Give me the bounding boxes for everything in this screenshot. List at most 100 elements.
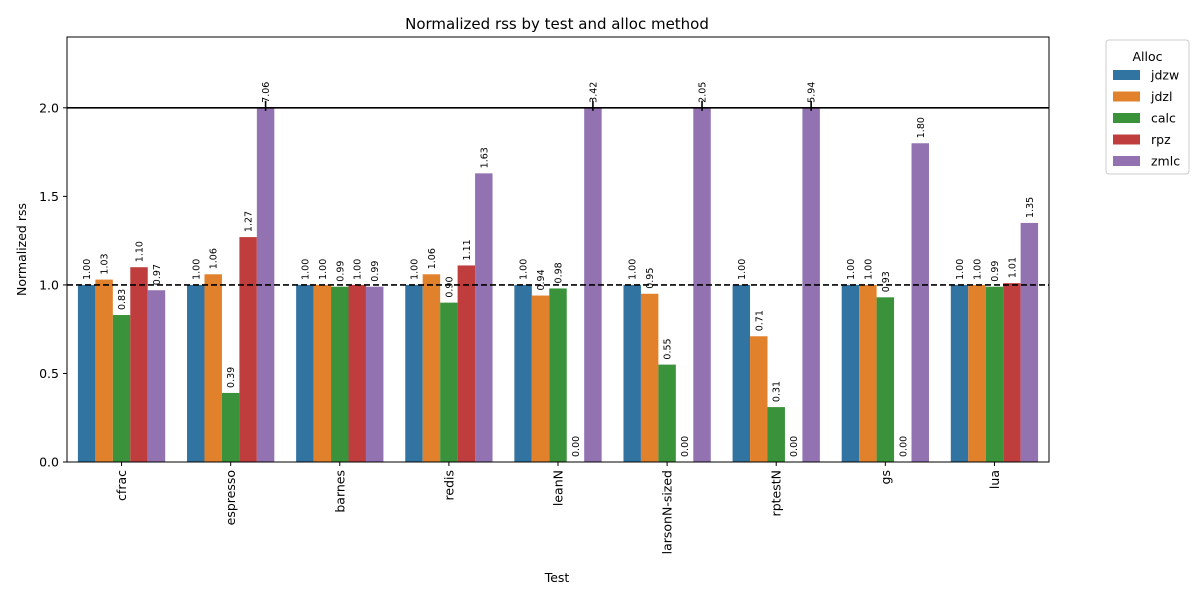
x-tick-label-redis: redis	[441, 470, 456, 500]
value-label-zmlc-leanN: 3.42	[588, 82, 599, 103]
value-label-calc-barnes: 0.99	[335, 261, 346, 282]
value-label-zmlc-rptestN: 5.94	[807, 82, 818, 103]
bar-jdzl-cfrac	[95, 279, 113, 462]
value-label-rpz-lua: 1.01	[1007, 257, 1018, 278]
value-label-calc-cfrac: 0.83	[117, 289, 128, 310]
bar-calc-rptestN	[767, 407, 785, 462]
value-label-jdzl-cfrac: 1.03	[100, 253, 111, 274]
legend-title: Alloc	[1132, 49, 1162, 64]
legend-label-jdzl: jdzl	[1150, 89, 1172, 104]
x-tick-label-cfrac: cfrac	[114, 470, 129, 501]
value-label-zmlc-gs: 1.80	[916, 117, 927, 138]
bar-rpz-redis	[457, 265, 476, 462]
bar-zmlc-lua	[1020, 222, 1039, 462]
value-label-zmlc-barnes: 0.99	[370, 261, 381, 282]
value-label-jdzw-lua: 1.00	[955, 259, 966, 280]
bar-jdzw-larsonN-sized	[623, 284, 641, 462]
y-tick-label: 0.0	[39, 455, 59, 470]
legend-label-zmlc: zmlc	[1151, 154, 1180, 169]
x-tick-label-espresso: espresso	[223, 470, 238, 525]
legend-swatch-zmlc	[1113, 156, 1140, 166]
bar-jdzw-gs	[841, 284, 860, 462]
x-tick-label-gs: gs	[878, 470, 893, 484]
value-label-calc-larsonN-sized: 0.55	[663, 338, 674, 359]
legend-swatch-jdzw	[1113, 70, 1140, 80]
bar-zmlc-rptestN	[802, 107, 820, 462]
bar-zmlc-redis	[475, 173, 493, 462]
value-label-rpz-rptestN: 0.00	[789, 436, 800, 457]
bar-zmlc-cfrac	[147, 290, 166, 462]
y-tick-label: 0.5	[39, 366, 59, 381]
value-label-jdzw-barnes: 1.00	[300, 259, 311, 280]
x-tick-label-rptestN: rptestN	[769, 470, 784, 516]
bar-jdzl-larsonN-sized	[640, 293, 659, 462]
y-tick-label: 2.0	[39, 100, 59, 115]
value-label-rpz-cfrac: 1.10	[135, 241, 146, 262]
bar-jdzw-lua	[950, 284, 969, 462]
legend-swatch-rpz	[1113, 134, 1140, 145]
value-label-rpz-barnes: 1.00	[353, 259, 364, 280]
value-label-jdzl-redis: 1.06	[427, 248, 438, 269]
value-label-jdzl-espresso: 1.06	[209, 248, 220, 269]
bar-jdzl-rptestN	[750, 336, 768, 462]
value-label-calc-rptestN: 0.31	[772, 381, 783, 402]
x-tick-label-barnes: barnes	[332, 470, 347, 513]
value-label-rpz-larsonN-sized: 0.00	[680, 436, 691, 457]
x-tick-label-larsonN-sized: larsonN-sized	[660, 470, 675, 554]
value-label-jdzl-lua: 1.00	[972, 259, 983, 280]
y-tick-label: 1.5	[39, 189, 59, 204]
chart-title: Normalized rss by test and alloc method	[405, 15, 709, 33]
value-label-rpz-espresso: 1.27	[244, 211, 255, 232]
y-tick-label: 1.0	[39, 277, 59, 292]
bar-calc-larsonN-sized	[658, 364, 676, 462]
value-label-jdzw-gs: 1.00	[846, 259, 857, 280]
value-label-jdzl-larsonN-sized: 0.95	[645, 268, 656, 289]
legend-swatch-calc	[1113, 113, 1140, 123]
legend-label-calc: calc	[1151, 111, 1176, 126]
bar-jdzw-redis	[405, 284, 423, 462]
bar-jdzl-leanN	[531, 295, 550, 462]
bar-rpz-barnes	[348, 284, 366, 462]
value-label-jdzw-rptestN: 1.00	[737, 259, 748, 280]
value-label-jdzl-leanN: 0.94	[536, 269, 547, 290]
bar-jdzw-rptestN	[732, 284, 751, 462]
value-label-calc-leanN: 0.98	[554, 262, 565, 283]
value-label-jdzw-cfrac: 1.00	[82, 259, 93, 280]
x-axis-label: Test	[544, 570, 570, 585]
x-tick-label-leanN: leanN	[551, 470, 566, 506]
bar-jdzw-cfrac	[77, 284, 96, 462]
bar-jdzl-barnes	[313, 284, 332, 462]
bar-jdzl-gs	[859, 284, 877, 462]
bar-rpz-lua	[1003, 283, 1021, 462]
legend-label-rpz: rpz	[1151, 132, 1171, 147]
bar-zmlc-gs	[911, 143, 929, 462]
value-label-zmlc-lua: 1.35	[1025, 197, 1036, 218]
value-label-calc-gs: 0.93	[881, 271, 892, 292]
bar-jdzw-barnes	[296, 284, 314, 462]
value-label-calc-espresso: 0.39	[226, 367, 237, 388]
value-label-rpz-gs: 0.00	[898, 436, 909, 457]
bar-jdzl-redis	[422, 274, 441, 462]
bar-calc-espresso	[221, 392, 240, 462]
bar-calc-redis	[440, 302, 458, 463]
value-label-jdzl-gs: 1.00	[863, 259, 874, 280]
value-label-rpz-leanN: 0.00	[571, 436, 582, 457]
bar-calc-barnes	[331, 286, 349, 462]
bar-calc-gs	[876, 297, 895, 462]
bar-rpz-espresso	[239, 237, 257, 462]
bar-calc-lua	[985, 286, 1004, 462]
value-label-jdzw-espresso: 1.00	[191, 259, 202, 280]
bar-calc-cfrac	[112, 315, 131, 462]
x-tick-label-lua: lua	[987, 470, 1002, 489]
value-label-calc-lua: 0.99	[990, 261, 1001, 282]
bar-zmlc-barnes	[365, 286, 384, 462]
value-label-jdzl-rptestN: 0.71	[754, 310, 765, 331]
value-label-jdzl-barnes: 1.00	[318, 259, 329, 280]
value-label-zmlc-redis: 1.63	[479, 147, 490, 168]
value-label-jdzw-leanN: 1.00	[519, 259, 530, 280]
value-label-rpz-redis: 1.11	[462, 239, 473, 260]
value-label-zmlc-cfrac: 0.97	[152, 264, 163, 285]
legend-swatch-jdzl	[1113, 91, 1140, 102]
bar-calc-leanN	[549, 288, 567, 462]
bar-jdzw-leanN	[514, 284, 532, 462]
